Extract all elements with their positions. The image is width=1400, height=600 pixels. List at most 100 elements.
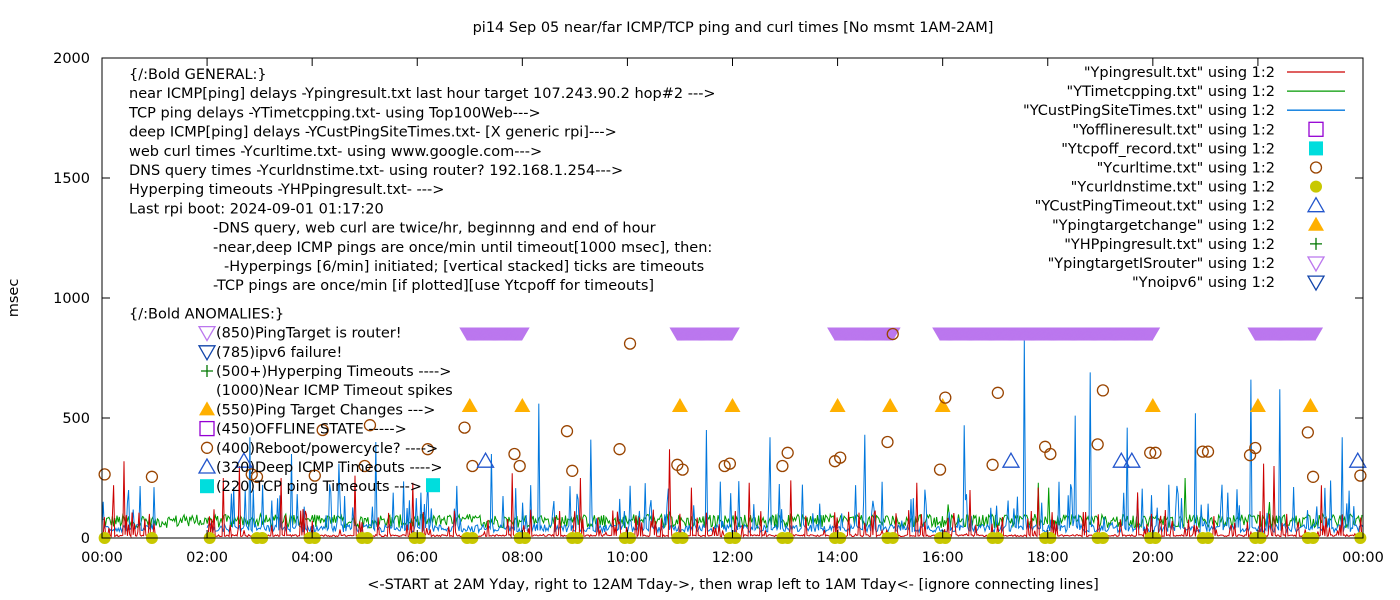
curl-time-point bbox=[776, 459, 789, 473]
ping-target-change-point bbox=[882, 398, 899, 412]
ping-target-change-point bbox=[829, 398, 846, 412]
anomaly-legend-marker bbox=[197, 325, 217, 342]
ping-target-change-point bbox=[514, 398, 531, 412]
curl-time-point bbox=[508, 447, 521, 461]
curl-time-point bbox=[939, 391, 952, 404]
router-target-point bbox=[1307, 327, 1324, 341]
legend: "Ypingresult.txt" using 1:2 "YTimetcpping… bbox=[1023, 65, 1345, 292]
curl-time-point bbox=[1301, 426, 1314, 439]
chart-title: pi14 Sep 05 near/far ICMP/TCP ping and c… bbox=[473, 20, 994, 36]
legend-entry-label: "Ypingtargetchange" using 1:2 bbox=[1052, 218, 1275, 234]
annotation-note-line: -near,deep ICMP pings are once/min until… bbox=[213, 240, 712, 256]
anomaly-line: (1000)Near ICMP Timeout spikes bbox=[216, 383, 453, 399]
curl-time-point bbox=[1144, 446, 1157, 459]
legend-entry-marker bbox=[1308, 216, 1324, 231]
curl-time-point bbox=[1096, 384, 1110, 397]
annotation-block: {/:Bold GENERAL:} near ICMP[ping] delays … bbox=[128, 67, 716, 495]
x-tick-label: 04:00 bbox=[291, 550, 333, 566]
legend-entry-label: "Yofflineresult.txt" using 1:2 bbox=[1072, 122, 1275, 138]
curl-time-point bbox=[358, 459, 371, 473]
anomaly-legend-marker bbox=[199, 401, 215, 416]
x-tick-label: 02:00 bbox=[186, 550, 228, 566]
annotation-general-line: {/:Bold GENERAL:} bbox=[129, 67, 267, 83]
curl-time-point bbox=[613, 443, 626, 456]
legend-entry-marker bbox=[1306, 256, 1326, 273]
curl-time-point bbox=[834, 451, 847, 464]
ping-target-change-point bbox=[1302, 398, 1319, 412]
curl-time-point bbox=[316, 423, 329, 437]
x-tick-label: 00:00 bbox=[1342, 550, 1384, 566]
curl-time-point bbox=[881, 435, 894, 449]
anomaly-line: (850)PingTarget is router! bbox=[216, 326, 402, 342]
annotation-general-line: Last rpi boot: 2024-09-01 01:17:20 bbox=[129, 201, 384, 217]
x-tick-label: 10:00 bbox=[607, 550, 649, 566]
y-tick-label: 1500 bbox=[53, 171, 90, 187]
legend-entry-label: "YTimetcpping.txt" using 1:2 bbox=[1067, 84, 1275, 100]
legend-entry-marker bbox=[1306, 196, 1326, 213]
router-target-point bbox=[1144, 327, 1161, 341]
legend-entry-label: "YCustPingSiteTimes.txt" using 1:2 bbox=[1023, 103, 1275, 119]
curl-time-point bbox=[1249, 441, 1262, 455]
curl-time-point bbox=[560, 425, 574, 438]
ping-target-change-point bbox=[724, 398, 741, 412]
legend-entry-label: "YpingtargetISrouter" using 1:2 bbox=[1048, 256, 1275, 272]
curl-time-point bbox=[421, 443, 434, 456]
curl-time-point bbox=[1149, 446, 1162, 459]
legend-entry-marker bbox=[1310, 180, 1322, 193]
annotation-general-line: deep ICMP[ping] delays -YCustPingSiteTim… bbox=[129, 125, 617, 141]
legend-entry-marker bbox=[1309, 161, 1323, 174]
curl-time-point bbox=[566, 464, 579, 477]
curl-time-point bbox=[1091, 438, 1104, 451]
legend-entry-label: "Ycurltime.txt" using 1:2 bbox=[1097, 161, 1275, 177]
annotation-general-line: DNS query times -Ycurldnstime.txt- using… bbox=[129, 163, 623, 179]
legend-entry-marker bbox=[1310, 237, 1322, 250]
legend-entry-marker bbox=[1306, 275, 1326, 292]
x-tick-label: 18:00 bbox=[1027, 550, 1069, 566]
curl-time-point bbox=[458, 421, 471, 434]
curl-time-point bbox=[1038, 440, 1052, 453]
annotation-general-line: near ICMP[ping] delays -Ypingresult.txt … bbox=[129, 86, 716, 102]
legend-entry-label: "Ynoipv6" using 1:2 bbox=[1132, 275, 1275, 291]
anomaly-line: (400)Reboot/powercycle? ----> bbox=[216, 441, 438, 457]
curl-time-point bbox=[886, 327, 899, 341]
curl-time-point bbox=[98, 468, 111, 481]
y-axis-label: msec bbox=[6, 279, 22, 318]
anomaly-legend-marker bbox=[201, 365, 213, 377]
curl-time-point bbox=[781, 446, 794, 459]
curl-time-point bbox=[363, 419, 377, 432]
ping-target-change-point bbox=[671, 398, 688, 412]
curl-time-point bbox=[986, 458, 999, 471]
x-tick-label: 14:00 bbox=[817, 550, 859, 566]
y-tick-label: 2000 bbox=[53, 51, 90, 67]
curl-time-point bbox=[1201, 445, 1215, 458]
anomaly-legend-marker bbox=[197, 457, 217, 474]
curl-time-point bbox=[723, 457, 737, 470]
deep-icmp-timeout-point bbox=[1001, 451, 1021, 468]
series-deep-icmp-line bbox=[101, 338, 1364, 535]
curl-time-point bbox=[145, 470, 159, 483]
anomaly-line: (220)TCP ping Timeouts ---> bbox=[216, 479, 422, 495]
anomaly-line: (500+)Hyperping Timeouts ----> bbox=[216, 364, 451, 380]
anomaly-legend-marker bbox=[200, 479, 214, 494]
annotation-note-line: -TCP pings are once/min [if plotted][use… bbox=[213, 278, 654, 294]
legend-entry-label: "Ypingresult.txt" using 1:2 bbox=[1084, 65, 1275, 81]
curl-time-point bbox=[1354, 469, 1367, 482]
legend-entry-label: "YCustPingTimeout.txt" using 1:2 bbox=[1035, 199, 1275, 215]
deep-icmp-timeout-point bbox=[1112, 451, 1131, 468]
legend-entry-marker bbox=[1309, 141, 1323, 156]
annotation-general-line: Hyperping timeouts -YHPpingresult.txt- -… bbox=[129, 182, 444, 198]
x-tick-label: 16:00 bbox=[922, 550, 964, 566]
ping-target-change-point bbox=[1144, 398, 1161, 412]
curl-time-point bbox=[1044, 447, 1057, 461]
anomaly-line: (550)Ping Target Changes ---> bbox=[216, 402, 435, 418]
plot-series bbox=[98, 327, 1367, 544]
anomaly-legend-marker bbox=[199, 420, 215, 437]
ping-target-change-point bbox=[934, 398, 951, 412]
anomalies-header: {/:Bold ANOMALIES:} bbox=[129, 306, 284, 322]
anomaly-legend-marker bbox=[200, 441, 214, 454]
curl-time-point bbox=[676, 463, 689, 476]
curl-time-point bbox=[1306, 470, 1320, 483]
anomaly-line: (785)ipv6 failure! bbox=[216, 345, 342, 361]
x-tick-label: 08:00 bbox=[501, 550, 543, 566]
